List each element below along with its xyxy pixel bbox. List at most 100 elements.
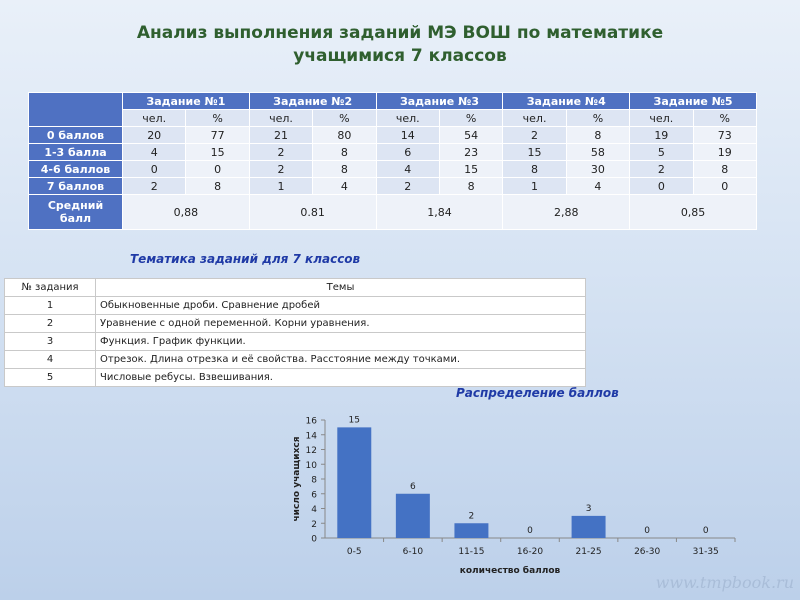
bar-data-label: 0 <box>703 526 709 536</box>
sub-header-percent: % <box>692 109 758 127</box>
sub-header-percent: % <box>312 109 377 127</box>
sub-header-percent: % <box>185 109 250 127</box>
sub-header-count: чел. <box>121 109 187 127</box>
sub-header-count: чел. <box>629 109 694 127</box>
percent-cell: 15 <box>185 143 250 161</box>
percent-cell: 77 <box>185 126 250 144</box>
average-value: 0.81 <box>248 194 377 230</box>
sub-header-percent: % <box>565 109 631 127</box>
count-cell: 14 <box>375 126 440 144</box>
task-header: Задание №5 <box>629 92 757 110</box>
row-label: 0 баллов <box>28 126 123 144</box>
y-tick-label: 6 <box>311 490 317 500</box>
slide-title: Анализ выполнения заданий МЭ ВОШ по мате… <box>0 22 800 68</box>
count-cell: 19 <box>629 126 694 144</box>
topic-text: Числовые ребусы. Взвешивания. <box>95 368 586 387</box>
average-value: 2,88 <box>502 194 631 230</box>
bar <box>337 427 372 538</box>
bar-data-label: 6 <box>410 482 416 492</box>
topic-text: Уравнение с одной переменной. Корни урав… <box>95 314 586 333</box>
task-header: Задание №2 <box>248 92 377 110</box>
table-row: 0 баллов 20 77 21 80 14 54 2 8 19 73 <box>28 126 758 144</box>
watermark: www.tmpbook.ru <box>655 573 794 592</box>
x-tick-label: 21-25 <box>575 547 601 557</box>
x-tick-label: 11-15 <box>458 547 484 557</box>
percent-cell: 8 <box>312 160 377 178</box>
x-tick-label: 16-20 <box>517 547 543 557</box>
topic-text: Отрезок. Длина отрезка и её свойства. Ра… <box>95 350 586 369</box>
count-cell: 4 <box>375 160 440 178</box>
results-table: Задание №1 Задание №2 Задание №3 Задание… <box>28 92 758 230</box>
percent-cell: 0 <box>185 160 250 178</box>
average-label-line-1: Средний <box>47 199 104 212</box>
table-row: 2 Уравнение с одной переменной. Корни ура… <box>4 314 586 333</box>
topic-number: 2 <box>4 314 96 333</box>
chart-title: Распределение баллов <box>456 386 619 400</box>
topics-title: Тематика заданий для 7 классов <box>130 252 361 266</box>
y-tick-label: 4 <box>311 505 317 515</box>
bar-data-label: 3 <box>586 504 592 514</box>
table-row: 1-3 балла 4 15 2 8 6 23 15 58 5 19 <box>28 143 758 161</box>
table-row: 3 Функция. График функции. <box>4 332 586 351</box>
y-tick-label: 12 <box>306 446 317 456</box>
percent-cell: 8 <box>438 177 504 195</box>
topics-table: № задания Темы 1 Обыкновенные дроби. Срав… <box>4 278 586 387</box>
percent-cell: 8 <box>312 143 377 161</box>
percent-cell: 23 <box>438 143 504 161</box>
table-corner-cell <box>28 92 123 127</box>
y-axis-title: число учащихся <box>292 436 302 521</box>
row-label-average: Средний балл <box>28 194 123 230</box>
count-cell: 0 <box>121 160 187 178</box>
x-tick-label: 6-10 <box>403 547 424 557</box>
row-label: 1-3 балла <box>28 143 123 161</box>
percent-cell: 30 <box>565 160 631 178</box>
count-cell: 15 <box>502 143 567 161</box>
title-line-1: Анализ выполнения заданий МЭ ВОШ по мате… <box>136 23 664 43</box>
y-tick-label: 10 <box>306 461 318 471</box>
topic-number: 1 <box>4 296 96 315</box>
average-label-line-2: балл <box>59 212 92 225</box>
count-cell: 5 <box>629 143 694 161</box>
x-tick-label: 26-30 <box>634 547 660 557</box>
percent-cell: 4 <box>312 177 377 195</box>
count-cell: 21 <box>248 126 314 144</box>
task-header: Задание №4 <box>502 92 631 110</box>
task-header: Задание №3 <box>375 92 504 110</box>
topic-number: 3 <box>4 332 96 351</box>
percent-cell: 8 <box>565 126 631 144</box>
count-cell: 2 <box>629 160 694 178</box>
sub-header-count: чел. <box>375 109 440 127</box>
bar-data-label: 15 <box>349 415 360 425</box>
y-tick-label: 14 <box>306 431 318 441</box>
count-cell: 2 <box>502 126 567 144</box>
title-line-2: учащимися 7 классов <box>293 46 507 66</box>
task-header: Задание №1 <box>122 92 250 110</box>
average-value: 0,88 <box>122 194 250 230</box>
y-tick-label: 16 <box>306 417 318 427</box>
table-row: 5 Числовые ребусы. Взвешивания. <box>4 368 586 387</box>
topics-body: 1 Обыкновенные дроби. Сравнение дробей 2 Ур… <box>4 296 586 387</box>
table-row: 7 баллов 2 8 1 4 2 8 1 4 0 0 <box>28 177 758 195</box>
x-axis-title: количество баллов <box>460 565 561 576</box>
count-cell: 1 <box>502 177 567 195</box>
percent-cell: 58 <box>565 143 631 161</box>
percent-cell: 4 <box>565 177 631 195</box>
bar <box>395 493 430 538</box>
count-cell: 2 <box>248 143 314 161</box>
topics-header-topic: Темы <box>95 278 586 297</box>
count-cell: 8 <box>502 160 567 178</box>
percent-cell: 8 <box>185 177 250 195</box>
y-tick-label: 8 <box>311 476 317 486</box>
percent-cell: 15 <box>438 160 504 178</box>
bar-data-label: 0 <box>527 526 533 536</box>
count-cell: 6 <box>375 143 440 161</box>
bar <box>571 515 606 538</box>
count-cell: 1 <box>248 177 314 195</box>
count-cell: 2 <box>248 160 314 178</box>
count-cell: 0 <box>629 177 694 195</box>
bar-data-label: 0 <box>644 526 650 536</box>
percent-cell: 73 <box>692 126 758 144</box>
results-body: 0 баллов 20 77 21 80 14 54 2 8 19 73 1-3 балла 4 15 2 8… <box>28 126 758 195</box>
score-distribution-chart: 0 2 4 6 8 10 12 14 16 15 0-5 6 6-10 2 11-15 0 16-20 3 21-2… <box>292 415 736 576</box>
percent-cell: 80 <box>312 126 377 144</box>
